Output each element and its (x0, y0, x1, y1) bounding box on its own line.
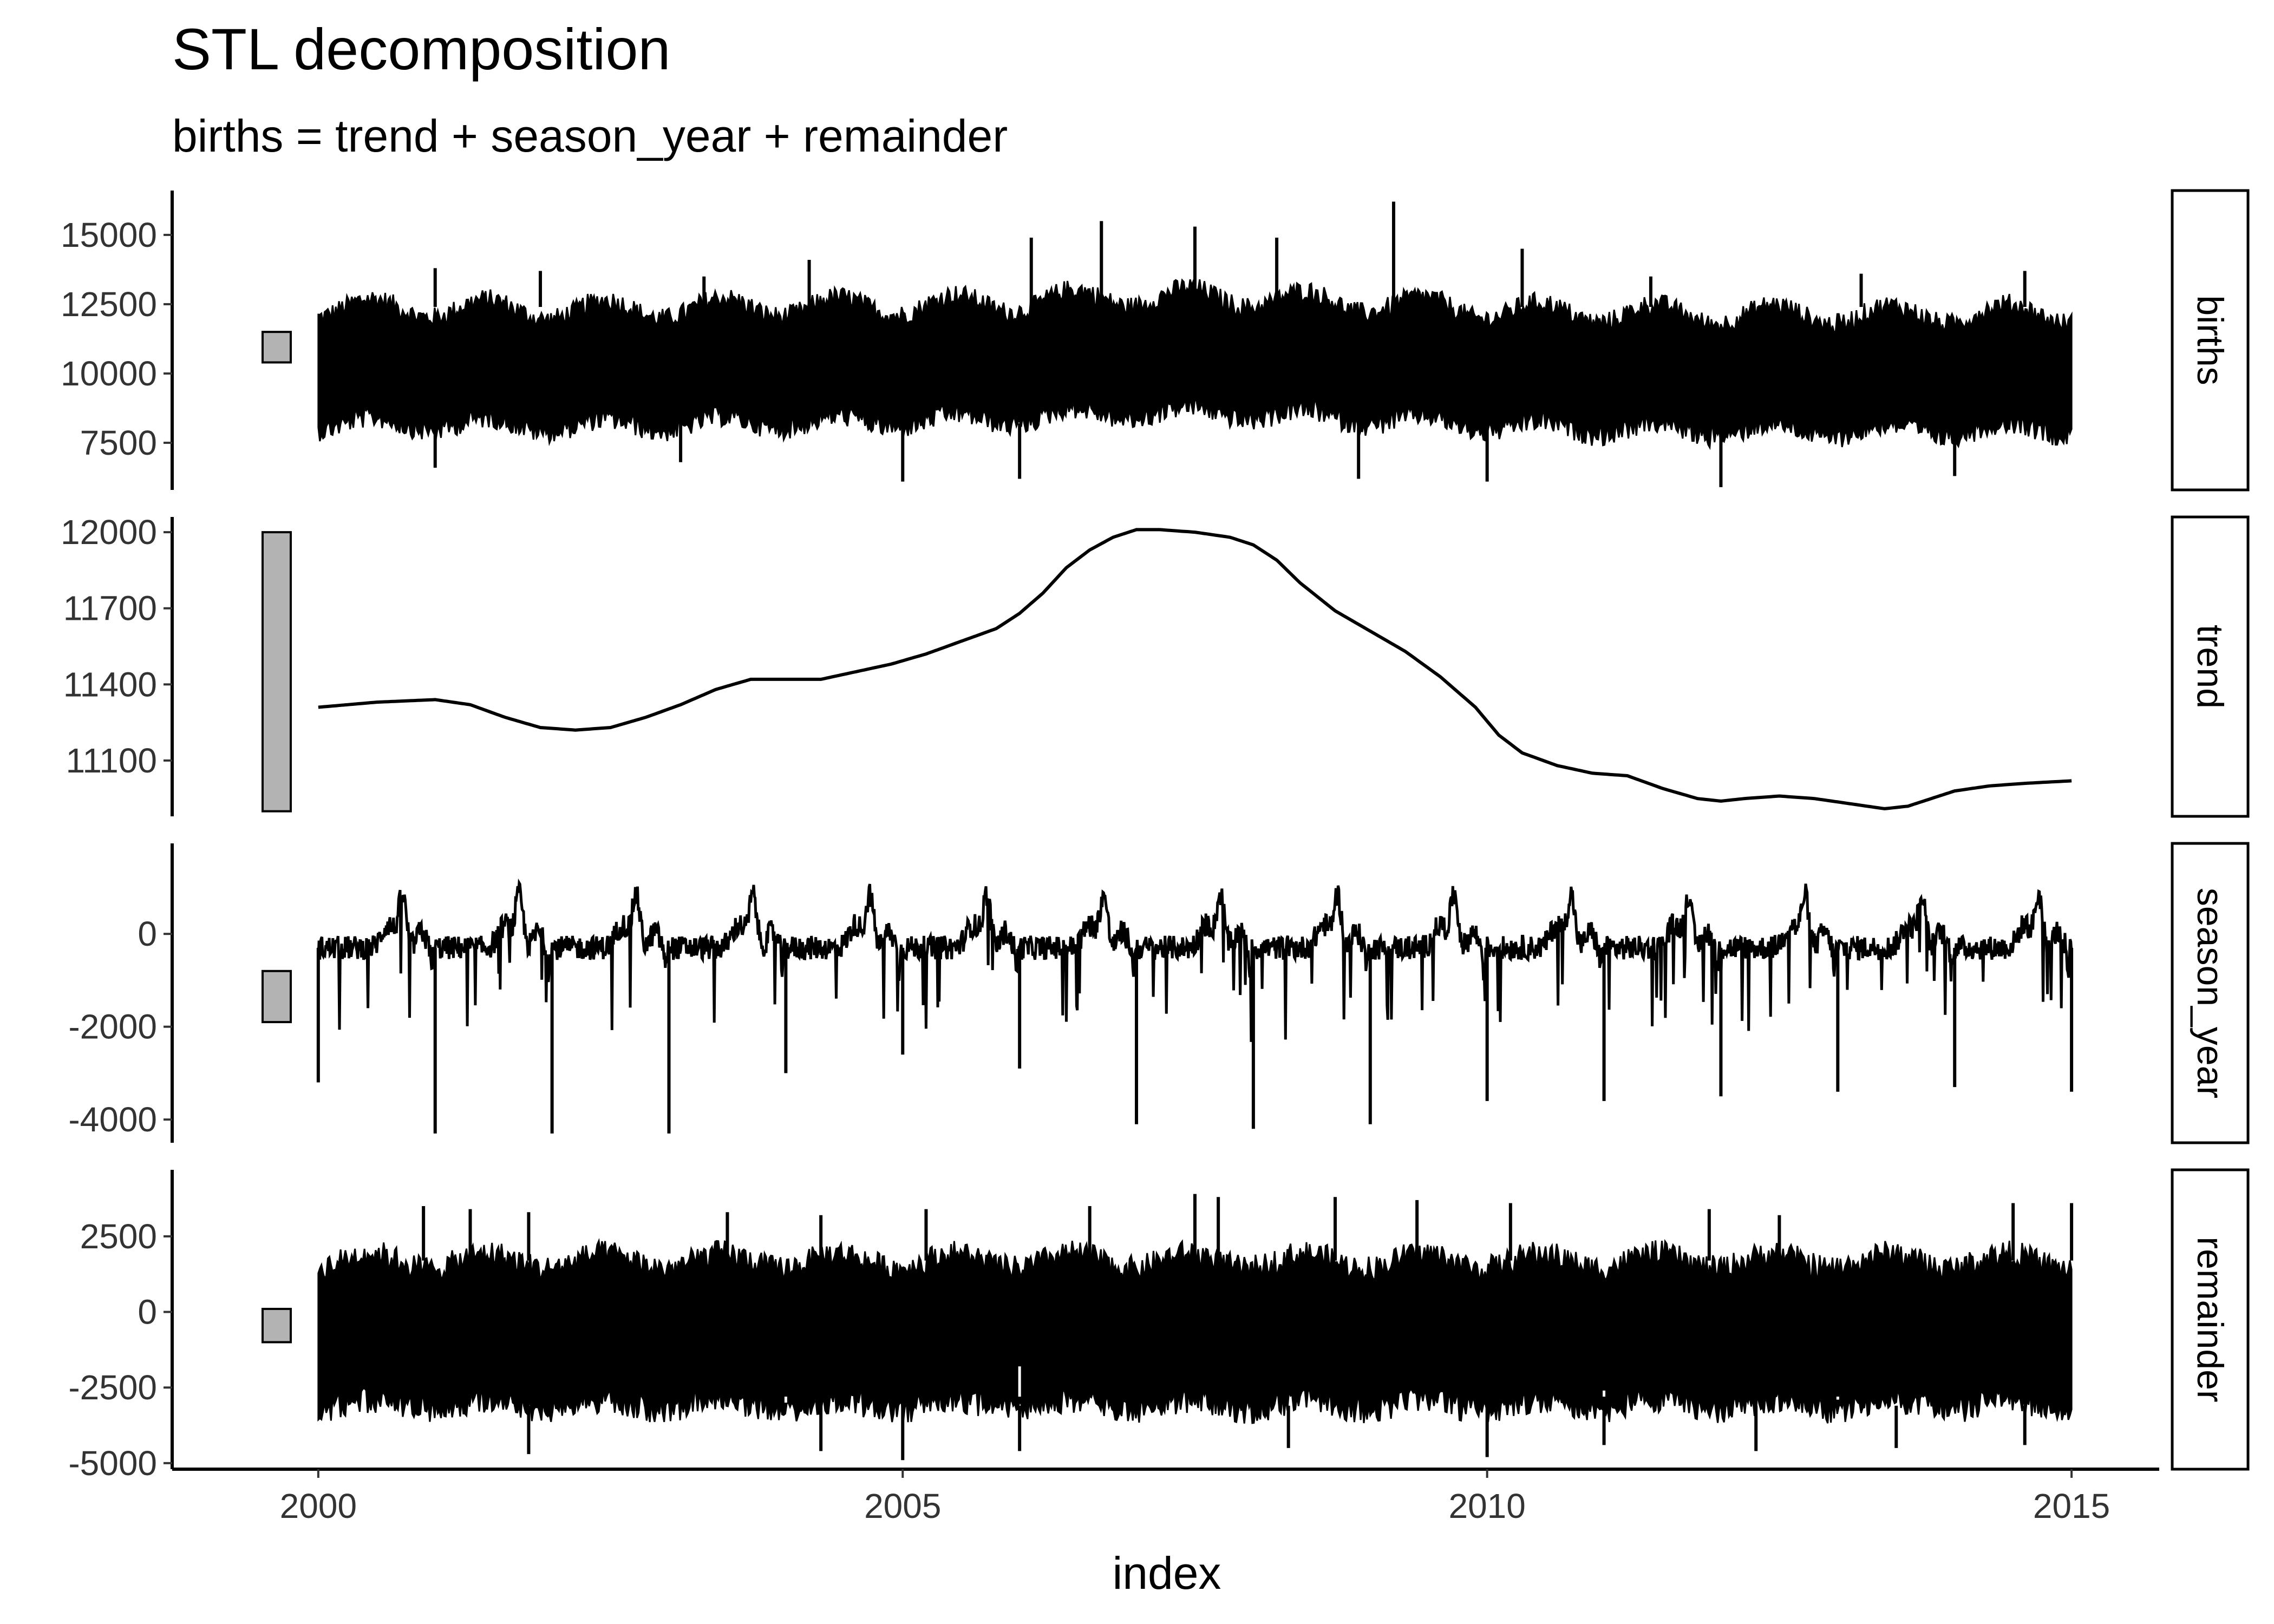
panel-season-year: -4000 -2000 0 season_year (68, 842, 2250, 1144)
data-band (317, 278, 2073, 450)
series-trend (318, 528, 2072, 810)
trend-line (318, 528, 2072, 810)
data-band (317, 1238, 2073, 1424)
facet-strip-label: trend (2190, 625, 2231, 709)
chart-subtitle: births = trend + season_year + remainder (172, 110, 1008, 161)
season-line (317, 878, 2073, 1042)
y-tick-label: 10000 (61, 354, 157, 393)
series-season-year (316, 878, 2074, 1134)
series-remainder (317, 1194, 2074, 1461)
y-tick-label: 0 (138, 914, 157, 953)
y-tick-label: -2000 (68, 1007, 157, 1046)
x-tick-label: 2010 (1448, 1487, 1525, 1525)
y-tick-label: 0 (138, 1293, 157, 1332)
facet-strip (2171, 515, 2250, 818)
x-tick-label: 2015 (2033, 1487, 2110, 1525)
y-tick-label: -5000 (68, 1444, 157, 1483)
y-tick-label: 15000 (61, 215, 157, 254)
scale-bar (262, 531, 292, 813)
y-tick-label: 12000 (61, 513, 157, 552)
y-tick-label: 12500 (61, 285, 157, 324)
y-tick-label: 11700 (63, 589, 157, 628)
facet-strip-label: remainder (2190, 1236, 2231, 1402)
y-tick-label: 11100 (66, 741, 157, 780)
scale-bar (262, 1307, 292, 1344)
y-tick-label: -4000 (68, 1100, 157, 1139)
facet-strip-label: births (2190, 295, 2231, 385)
scale-bar (262, 331, 292, 364)
panel-remainder: -5000 -2500 0 2500 remainder (68, 1168, 2250, 1483)
y-tick-label: -2500 (68, 1368, 157, 1407)
facet-strip-label: season_year (2190, 888, 2231, 1098)
panel-trend: 11100 11400 11700 12000 trend (61, 513, 2250, 818)
panel-births: 7500 10000 12500 15000 births (61, 189, 2250, 492)
x-tick-label: 2000 (280, 1487, 357, 1525)
y-tick-label: 2500 (80, 1217, 157, 1256)
y-tick-label: 7500 (80, 423, 157, 462)
chart-title: STL decomposition (172, 16, 670, 82)
scale-bar (262, 970, 292, 1024)
series-births (317, 201, 2073, 487)
x-axis-title: index (1113, 1548, 1221, 1599)
facet-strip (2171, 189, 2250, 492)
x-tick-label: 2005 (864, 1487, 941, 1525)
y-tick-label: 11400 (63, 665, 157, 704)
facet-strip (2171, 1168, 2250, 1471)
facet-strip (2171, 842, 2250, 1144)
